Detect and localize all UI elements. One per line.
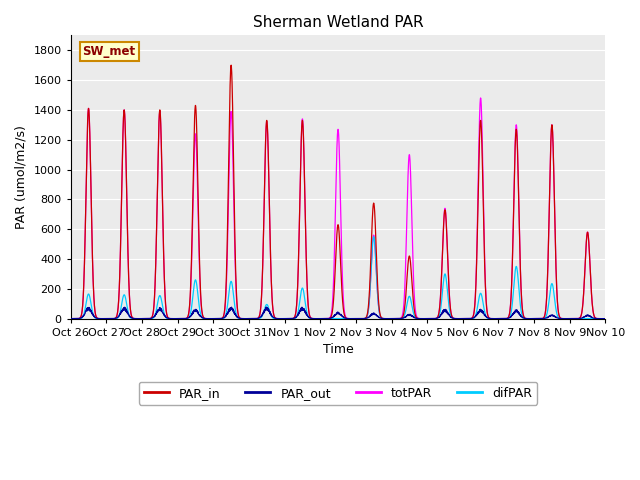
Title: Sherman Wetland PAR: Sherman Wetland PAR: [253, 15, 423, 30]
Y-axis label: PAR (umol/m2/s): PAR (umol/m2/s): [15, 125, 28, 229]
X-axis label: Time: Time: [323, 343, 353, 356]
Legend: PAR_in, PAR_out, totPAR, difPAR: PAR_in, PAR_out, totPAR, difPAR: [139, 382, 538, 405]
Text: SW_met: SW_met: [83, 45, 136, 58]
